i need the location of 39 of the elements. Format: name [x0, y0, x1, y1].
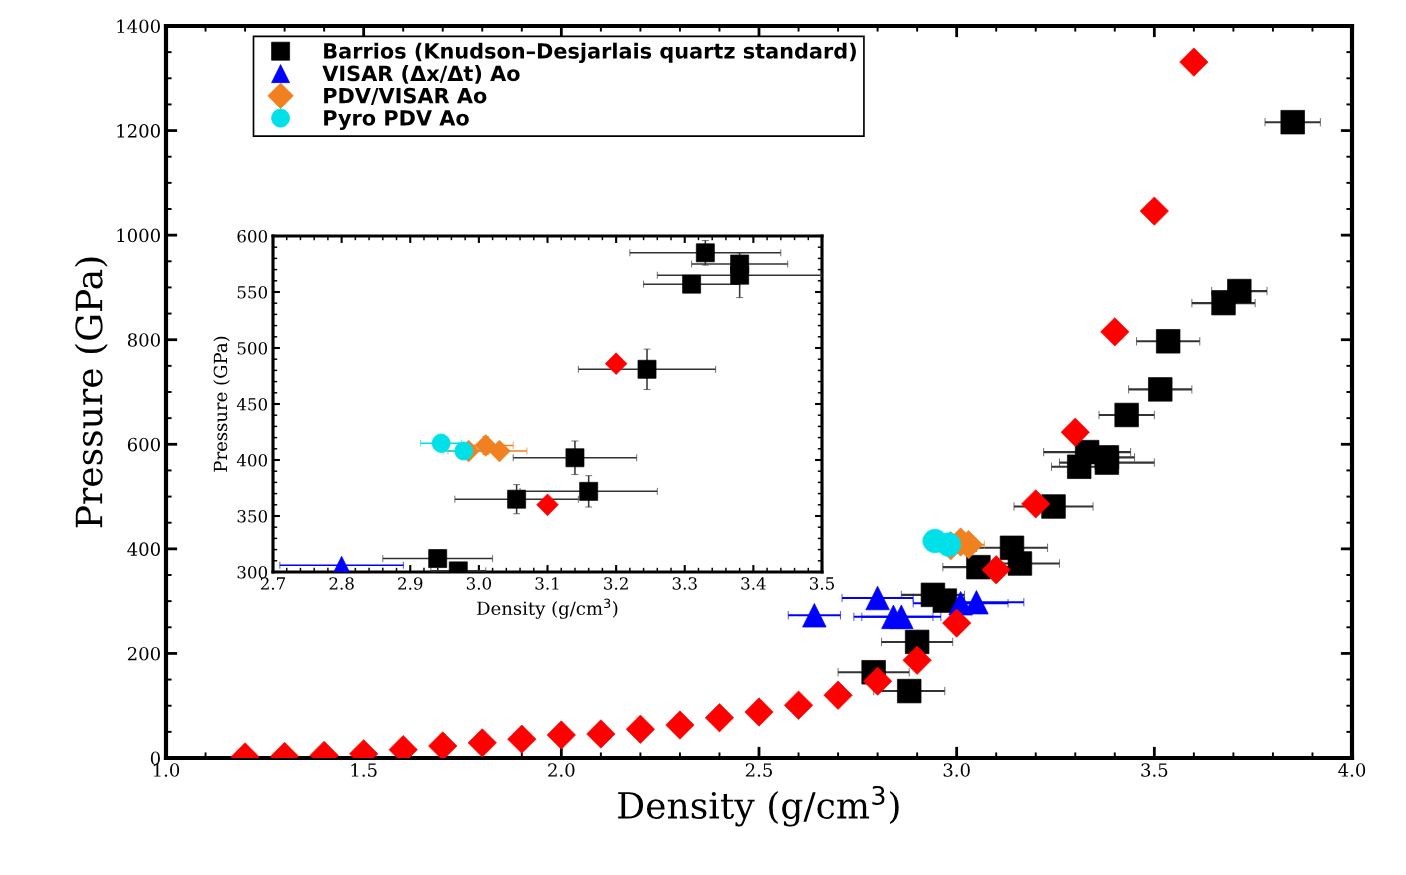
y-tick-label: 200	[127, 646, 160, 661]
x-tick-label: 2.8	[329, 577, 354, 590]
legend-label: PDV/VISAR Ao	[324, 87, 487, 106]
x-tick-label: 3.5	[810, 577, 834, 590]
x-tick-label: 1.0	[153, 763, 180, 777]
y-tick-label: 0	[150, 751, 160, 766]
x-tick-label: 3.2	[604, 577, 628, 590]
x-tick-label: 3.3	[672, 577, 697, 590]
y-tick-label: 1000	[117, 228, 160, 243]
x-tick-label: 3.0	[466, 577, 492, 590]
x-tick-label: 3.5	[1141, 763, 1168, 777]
x-tick-label: 3.4	[741, 577, 766, 590]
y-tick-label: 550	[237, 285, 268, 299]
x-axis-title: Density (g/cm$^{3}$)	[477, 598, 618, 619]
x-tick-label: 4.0	[1338, 763, 1366, 777]
y-tick-label: 400	[127, 542, 160, 556]
y-tick-label: 800	[127, 333, 160, 347]
x-tick-label: 2.0	[548, 763, 575, 777]
y-axis-title: Pressure (GPa)	[213, 336, 230, 472]
y-tick-label: 600	[237, 229, 268, 243]
y-tick-label: 1400	[117, 19, 160, 34]
x-tick-label: 2.9	[398, 577, 423, 590]
x-tick-label: 1.5	[351, 763, 377, 777]
x-tick-label: 3.1	[535, 577, 559, 590]
x-tick-label: 2.7	[260, 577, 286, 590]
y-tick-label: 350	[237, 509, 268, 523]
y-axis-title: Pressure (GPa)	[74, 257, 108, 528]
y-tick-label: 400	[236, 453, 268, 467]
y-tick-label: 300	[237, 565, 268, 579]
legend-label: Barrios (Knudson–Desjarlais quartz standard)	[324, 42, 856, 63]
legend-label: VISAR (Δx/Δt) Ao	[322, 65, 520, 84]
x-tick-label: 3.0	[943, 763, 970, 777]
y-tick-label: 1200	[117, 124, 160, 138]
y-tick-label: 600	[127, 437, 160, 452]
x-axis-title: Density (g/cm$^{3}$)	[618, 785, 899, 827]
y-tick-label: 450	[236, 397, 268, 411]
x-tick-label: 2.5	[745, 763, 772, 777]
y-tick-label: 500	[237, 341, 268, 355]
legend-label: Pyro PDV Ao	[324, 110, 469, 130]
